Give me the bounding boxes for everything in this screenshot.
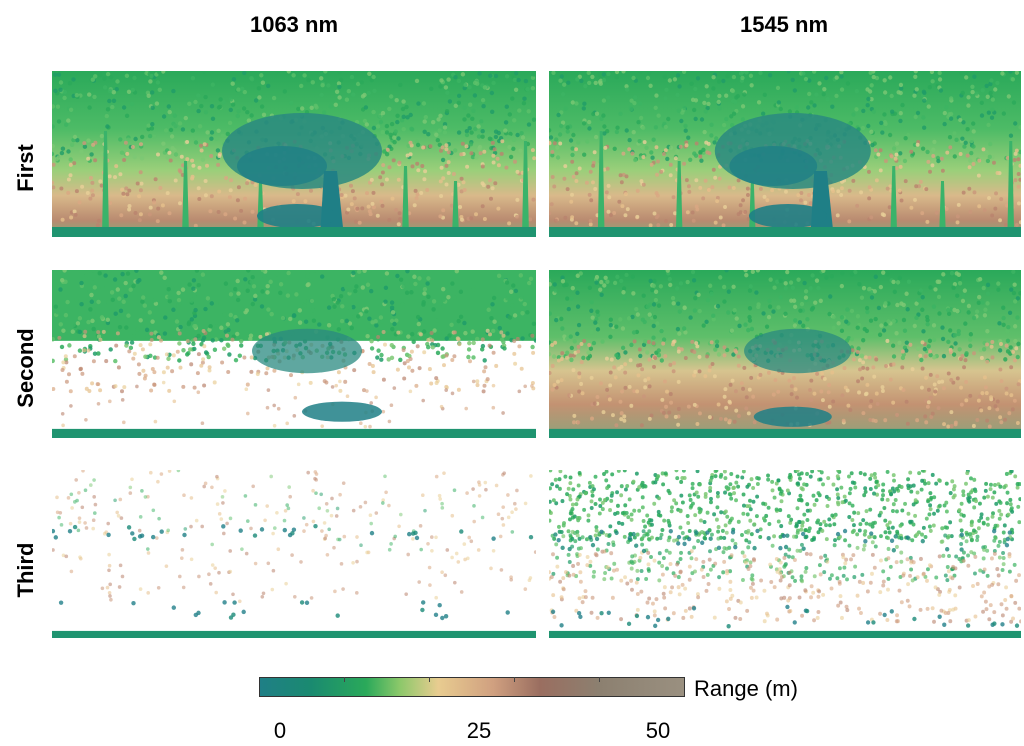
panel-first-1063 (52, 71, 536, 237)
column-title-1545: 1545 nm (739, 12, 829, 37)
row-label-second: Second (13, 328, 38, 408)
colorbar-tick-label-25: 25 (466, 718, 492, 743)
panel-first-1545 (549, 71, 1021, 237)
colorbar-tick (514, 677, 515, 682)
panel-third-1063 (52, 470, 536, 638)
colorbar-tick-label-50: 50 (645, 718, 671, 743)
panel-third-1545 (549, 470, 1021, 638)
colorbar-tick (429, 677, 430, 682)
colorbar-tick (599, 677, 600, 682)
column-title-1063: 1063 nm (249, 12, 339, 37)
panel-second-1545 (549, 270, 1021, 438)
colorbar-label: Range (m) (694, 676, 798, 701)
row-label-first: First (13, 144, 38, 192)
range-colorbar (259, 677, 685, 697)
colorbar-tick-label-0: 0 (273, 718, 287, 743)
row-label-third: Third (13, 542, 38, 598)
panel-second-1063 (52, 270, 536, 438)
colorbar-tick (344, 677, 345, 682)
